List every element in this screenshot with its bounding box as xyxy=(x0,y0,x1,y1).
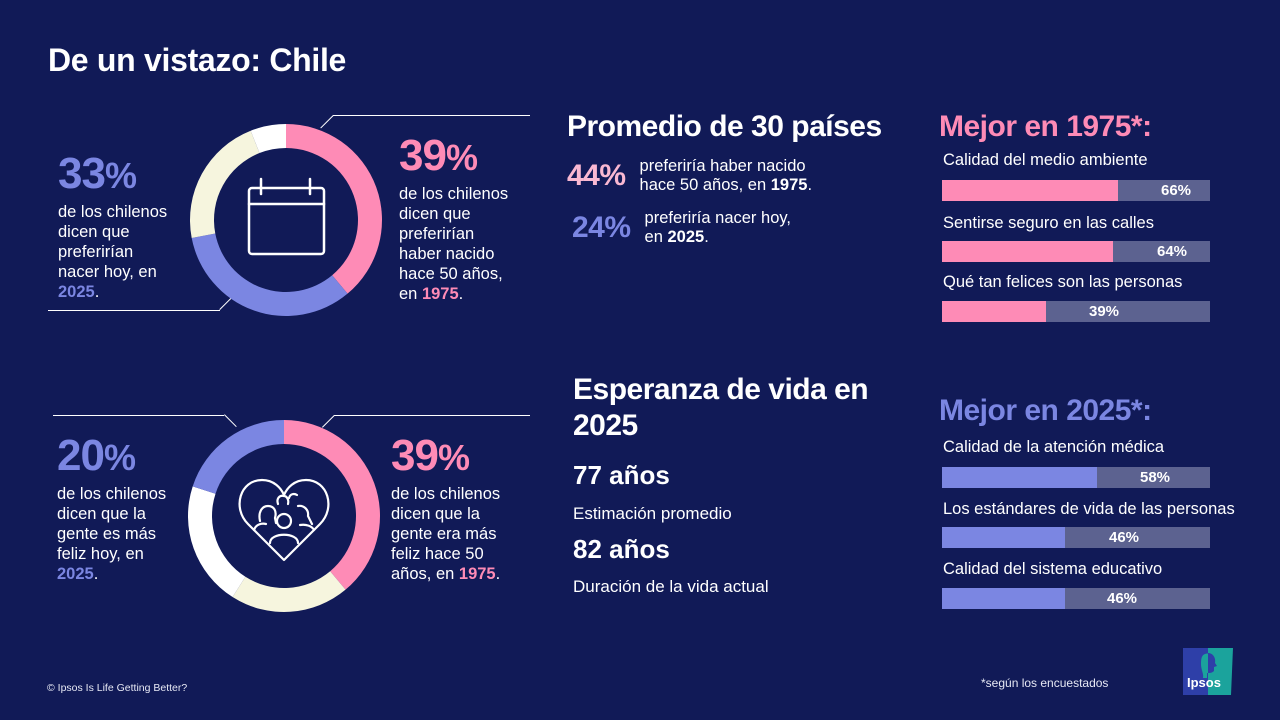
stat-block-left-1: 33% de los chilenos dicen que preferiría… xyxy=(58,152,167,302)
average-row-text: preferiría haber nacido hace 50 años, en… xyxy=(639,157,813,194)
callout-line-right-1 xyxy=(333,115,530,116)
life-label-actual: Duración de la vida actual xyxy=(573,577,769,596)
stat-block-right-1: 39% de los chilenos dicen que preferiría… xyxy=(399,134,508,304)
stat-description: de los chilenos dicen que preferirían na… xyxy=(58,203,168,301)
donut-chart-birth-preference xyxy=(189,124,382,316)
bar-environment: 66% xyxy=(942,180,1210,201)
ipsos-logo-icon xyxy=(1183,648,1233,695)
copyright-text: © Ipsos Is Life Getting Better? xyxy=(47,682,188,694)
bar-fill xyxy=(942,241,1113,262)
average-row-2025: 24% preferiría nacer hoy, en 2025. xyxy=(572,209,791,246)
bar-fill xyxy=(942,301,1046,322)
bar-fill xyxy=(942,527,1065,548)
stat-block-right-2: 39% de los chilenos dicen que la gente e… xyxy=(391,434,500,584)
calendar-icon xyxy=(247,177,326,256)
bar-label: Calidad de la atención médica xyxy=(943,438,1165,456)
better-1975-title: Mejor en 1975*: xyxy=(939,110,1152,143)
bar-fill xyxy=(942,180,1118,201)
donut-segment-other xyxy=(189,130,260,238)
stat-pct-1975: 39% xyxy=(399,131,478,180)
bar-safety: 64% xyxy=(942,241,1210,262)
donut-segment-other xyxy=(232,571,346,612)
stat-pct-2025: 20% xyxy=(57,431,136,480)
page-title: De un vistazo: Chile xyxy=(48,42,347,78)
bar-label: Calidad del sistema educativo xyxy=(943,560,1163,578)
bar-fill xyxy=(942,588,1065,609)
stat-description: de los chilenos dicen que la gente es má… xyxy=(57,485,167,583)
bar-label: Los estándares de vida de las personas xyxy=(943,500,1235,518)
better-2025-title: Mejor en 2025*: xyxy=(939,394,1152,427)
donut-segment-2025 xyxy=(192,420,284,494)
callout-line-left-2 xyxy=(53,415,224,416)
life-value-actual: 82 años xyxy=(573,534,670,564)
footnote-text: *según los encuestados xyxy=(981,676,1109,690)
life-value-estimate: 77 años xyxy=(573,460,670,490)
life-expectancy-title: Esperanza de vida en 2025 xyxy=(573,373,869,442)
donut-chart-happiness xyxy=(188,420,380,612)
bar-living-standards: 46% xyxy=(942,527,1210,548)
average-row-1975: 44% preferiría haber nacido hace 50 años… xyxy=(567,157,813,194)
heart-people-icon xyxy=(238,478,330,562)
bar-label: Qué tan felices son las personas xyxy=(943,273,1183,291)
bar-label: Sentirse seguro en las calles xyxy=(943,214,1154,232)
stat-description: de los chilenos dicen que la gente era m… xyxy=(391,485,501,583)
bar-education: 46% xyxy=(942,588,1210,609)
bar-label: Calidad del medio ambiente xyxy=(943,151,1148,169)
stat-description: de los chilenos dicen que preferirían ha… xyxy=(399,185,509,303)
donut-segment-2025 xyxy=(191,233,348,316)
stat-block-left-2: 20% de los chilenos dicen que la gente e… xyxy=(57,434,166,584)
donut-segment-dont-know xyxy=(250,124,286,154)
life-label-estimate: Estimación promedio xyxy=(573,504,732,523)
stat-pct-2025: 33% xyxy=(58,149,137,198)
stat-pct-1975: 39% xyxy=(391,431,470,480)
average-row-text: preferiría nacer hoy, en 2025. xyxy=(644,209,791,246)
donut-segment-1975 xyxy=(284,420,380,590)
ipsos-logo: Ipsos xyxy=(1183,648,1233,695)
bar-healthcare: 58% xyxy=(942,467,1210,488)
bar-happiness: 39% xyxy=(942,301,1210,322)
bar-fill xyxy=(942,467,1097,488)
donut-segment-1975 xyxy=(286,124,382,294)
donut-segment-other-2 xyxy=(188,486,246,598)
callout-line-left-1 xyxy=(48,310,220,311)
callout-line-right-2 xyxy=(334,415,530,416)
average-title: Promedio de 30 países xyxy=(567,110,882,143)
